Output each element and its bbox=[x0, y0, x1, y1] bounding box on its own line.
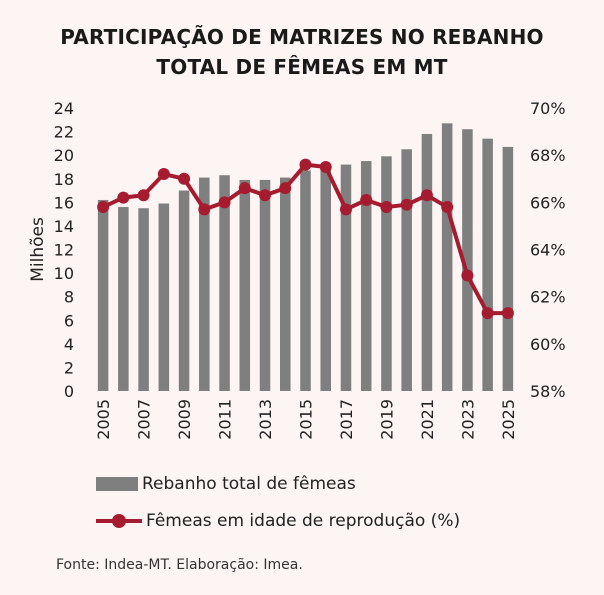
y2-tick-label: 70% bbox=[530, 99, 566, 118]
line-point-2015 bbox=[299, 158, 312, 171]
x-tick-label: 2005 bbox=[94, 399, 113, 440]
line-point-2022 bbox=[441, 201, 454, 214]
bar-2025 bbox=[502, 146, 514, 391]
chart-area: 02468101214161820222458%60%62%64%66%68%7… bbox=[28, 99, 566, 440]
y-axis-label: Milhões bbox=[28, 217, 48, 282]
legend-item-line: Fêmeas em idade de reprodução (%) bbox=[96, 511, 460, 531]
bar-2014 bbox=[280, 177, 291, 391]
y-tick-label: 6 bbox=[64, 311, 74, 330]
legend-bar-swatch bbox=[96, 477, 138, 491]
line-point-2007 bbox=[137, 189, 150, 202]
line-point-2020 bbox=[400, 198, 413, 211]
legend-line-swatch bbox=[96, 513, 142, 529]
y2-tick-label: 58% bbox=[530, 382, 566, 401]
x-tick-label: 2017 bbox=[337, 399, 356, 440]
line-point-2006 bbox=[117, 191, 130, 204]
y-tick-label: 22 bbox=[54, 123, 74, 142]
chart-title-line-1: PARTICIPAÇÃO DE MATRIZES NO REBANHO bbox=[60, 25, 544, 49]
bar-2017 bbox=[340, 164, 352, 391]
x-tick-label: 2013 bbox=[256, 399, 275, 440]
bar-2016 bbox=[320, 168, 331, 391]
x-tick-label: 2025 bbox=[499, 399, 518, 440]
y2-tick-label: 66% bbox=[530, 193, 566, 212]
bar-2022 bbox=[441, 123, 453, 392]
chart-title: PARTICIPAÇÃO DE MATRIZES NO REBANHO TOTA… bbox=[0, 22, 604, 82]
line-point-2016 bbox=[319, 160, 332, 173]
bar-2006 bbox=[118, 207, 129, 391]
bar-2011 bbox=[219, 175, 230, 391]
y-tick-label: 0 bbox=[64, 382, 74, 401]
y2-tick-label: 60% bbox=[530, 335, 566, 354]
line-point-2025 bbox=[501, 307, 514, 320]
line-point-2008 bbox=[157, 168, 170, 181]
bar-2013 bbox=[259, 179, 271, 391]
x-tick-label: 2019 bbox=[377, 399, 396, 440]
legend-item-bars: Rebanho total de fêmeas bbox=[96, 474, 356, 494]
line-point-2021 bbox=[420, 189, 433, 202]
line-point-2017 bbox=[339, 203, 352, 216]
y-tick-label: 16 bbox=[54, 193, 74, 212]
source-note: Fonte: Indea-MT. Elaboração: Imea. bbox=[56, 557, 303, 573]
x-tick-label: 2007 bbox=[135, 399, 154, 440]
x-tick-label: 2011 bbox=[216, 399, 235, 440]
x-tick-label: 2021 bbox=[418, 399, 437, 440]
line-point-2010 bbox=[198, 203, 211, 216]
bar-2015 bbox=[300, 170, 311, 391]
bar-2007 bbox=[138, 208, 149, 391]
line-point-2018 bbox=[360, 193, 373, 206]
bar-2008 bbox=[158, 203, 170, 391]
line-point-2012 bbox=[238, 182, 251, 195]
bar-2019 bbox=[381, 156, 392, 391]
bar-2023 bbox=[462, 129, 473, 391]
bar-2005 bbox=[97, 199, 109, 391]
line-point-2013 bbox=[259, 189, 272, 202]
line-point-2009 bbox=[178, 172, 191, 185]
bar-2020 bbox=[401, 149, 412, 391]
y-tick-label: 12 bbox=[54, 241, 74, 260]
line-point-2011 bbox=[218, 196, 231, 209]
y-tick-label: 14 bbox=[54, 217, 74, 236]
y-tick-label: 20 bbox=[54, 146, 74, 165]
legend-line-label: Fêmeas em idade de reprodução (%) bbox=[146, 511, 461, 531]
line-point-2023 bbox=[461, 269, 474, 282]
x-tick-label: 2009 bbox=[175, 399, 194, 440]
y-tick-label: 24 bbox=[54, 99, 74, 118]
x-tick-label: 2023 bbox=[458, 399, 477, 440]
legend-bar-label: Rebanho total de fêmeas bbox=[142, 474, 356, 494]
y-tick-label: 10 bbox=[54, 264, 74, 283]
y-tick-label: 18 bbox=[54, 170, 74, 189]
line-point-2005 bbox=[97, 201, 110, 214]
y-tick-label: 8 bbox=[64, 288, 74, 307]
bar-2021 bbox=[421, 133, 433, 392]
y2-tick-label: 64% bbox=[530, 241, 566, 260]
bar-2024 bbox=[482, 138, 493, 391]
bar-2012 bbox=[239, 179, 251, 391]
bar-2018 bbox=[360, 161, 372, 391]
bar-2009 bbox=[178, 190, 190, 391]
line-point-2024 bbox=[481, 307, 494, 320]
y-tick-label: 4 bbox=[64, 335, 74, 354]
bar-2010 bbox=[199, 177, 210, 391]
chart-title-line-2: TOTAL DE FÊMEAS EM MT bbox=[156, 55, 448, 79]
y2-tick-label: 68% bbox=[530, 146, 566, 165]
y2-tick-label: 62% bbox=[530, 288, 566, 307]
x-tick-label: 2015 bbox=[297, 399, 316, 440]
line-point-2019 bbox=[380, 201, 393, 214]
line-point-2014 bbox=[279, 182, 292, 195]
y-tick-label: 2 bbox=[64, 358, 74, 377]
